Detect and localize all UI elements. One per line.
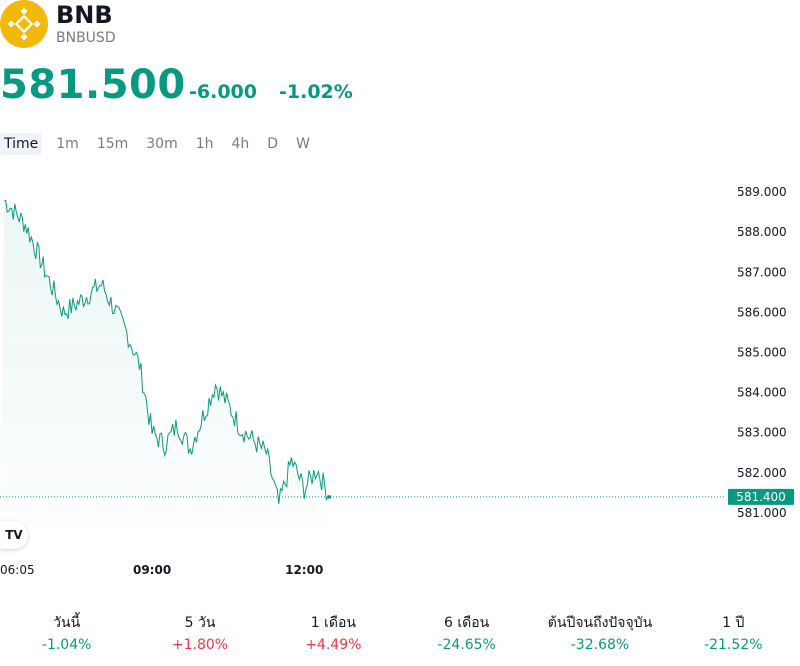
y-tick-label: 584.000	[737, 386, 787, 400]
tradingview-logo-text: TV	[5, 528, 23, 542]
perf-label: ต้นปีจนถึงปัจจุบัน	[547, 615, 653, 631]
perf-value: +4.49%	[305, 637, 362, 653]
perf-value: +1.80%	[171, 637, 229, 653]
timeframe-tabs: Time 1m 15m 30m 1h 4h D W	[0, 132, 324, 156]
perf-item[interactable]: ต้นปีจนถึงปัจจุบัน -32.68%	[533, 612, 666, 653]
y-tick-label: 582.000	[737, 466, 787, 480]
perf-value: -1.04%	[41, 637, 92, 653]
perf-label: 5 วัน	[184, 615, 216, 631]
price-line	[4, 199, 330, 504]
y-tick-label: 583.000	[737, 426, 787, 440]
x-tick-label: 06:05	[0, 563, 35, 577]
perf-label: 6 เดือน	[444, 615, 490, 631]
y-tick-label: 588.000	[737, 225, 787, 239]
price-chart[interactable]: 589.000 588.000 587.000 586.000 585.000 584.0…	[0, 170, 800, 590]
symbol-pair: BNBUSD	[56, 30, 116, 46]
perf-item[interactable]: 5 วัน +1.80%	[133, 612, 266, 653]
perf-value: -21.52%	[704, 637, 763, 653]
perf-value: -32.68%	[570, 637, 630, 653]
x-tick-label: 09:00	[133, 563, 171, 577]
last-price-badge-label: 581.400	[736, 490, 786, 504]
y-tick-label: 587.000	[737, 265, 787, 279]
y-tick-label: 586.000	[737, 305, 787, 319]
perf-label: 1 เดือน	[310, 615, 356, 631]
perf-item[interactable]: 1 ปี -21.52%	[667, 612, 800, 653]
tab-30m[interactable]: 30m	[146, 136, 178, 152]
tab-1m[interactable]: 1m	[56, 136, 79, 152]
price-area	[0, 200, 330, 526]
tab-w[interactable]: W	[296, 136, 310, 152]
tab-4h[interactable]: 4h	[231, 136, 250, 152]
y-tick-label: 585.000	[737, 346, 787, 360]
last-point-marker	[327, 495, 332, 499]
y-tick-label: 581.000	[737, 506, 787, 520]
bnb-logo-icon	[0, 0, 48, 48]
price-change-absolute: -6.000	[189, 81, 257, 103]
perf-label: 1 ปี	[722, 615, 745, 631]
perf-item[interactable]: 1 เดือน +4.49%	[267, 612, 400, 653]
perf-value: -24.65%	[437, 637, 496, 653]
last-price: 581.500	[0, 62, 186, 108]
tab-time[interactable]: Time	[0, 133, 43, 155]
perf-item[interactable]: 6 เดือน -24.65%	[400, 612, 533, 653]
price-change-percent: -1.02%	[279, 81, 353, 103]
last-price-badge	[728, 488, 794, 505]
tab-d[interactable]: D	[267, 136, 279, 152]
tab-1h[interactable]: 1h	[195, 136, 214, 152]
perf-item[interactable]: วันนี้ -1.04%	[0, 612, 133, 653]
tab-15m[interactable]: 15m	[96, 136, 129, 152]
performance-row: วันนี้ -1.04% 5 วัน +1.80% 1 เดือน +4.49…	[0, 612, 800, 653]
perf-label: วันนี้	[53, 615, 81, 631]
y-tick-label: 589.000	[737, 185, 787, 199]
symbol-title[interactable]: BNB	[56, 1, 113, 29]
x-tick-label: 12:00	[285, 563, 323, 577]
tradingview-logo[interactable]: TV	[0, 521, 28, 549]
